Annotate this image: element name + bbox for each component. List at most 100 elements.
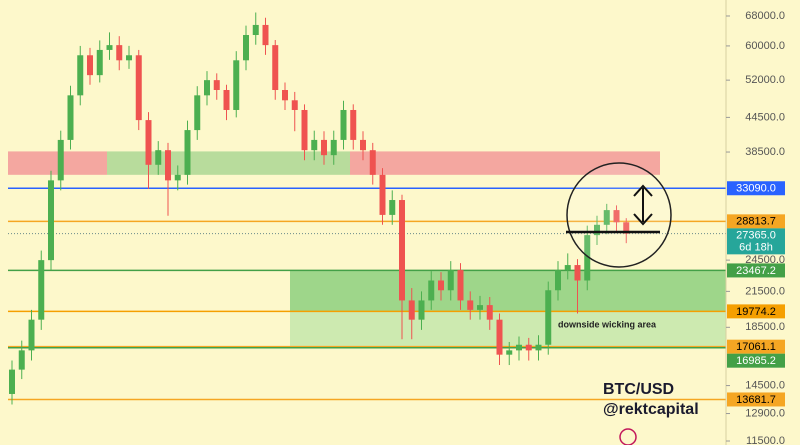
- level-label: 28813.7: [736, 216, 776, 228]
- candle-body: [360, 139, 366, 151]
- y-tick-label: 68000.0: [745, 10, 785, 22]
- candle-body: [9, 369, 15, 394]
- candle-body: [438, 280, 444, 291]
- candle-body: [486, 305, 493, 320]
- level-label-box: [727, 263, 785, 278]
- level-label: 16985.2: [736, 355, 776, 367]
- candle-body: [516, 344, 522, 351]
- candle-body: [555, 270, 561, 291]
- arrow-heads: [633, 184, 653, 226]
- candle-body: [233, 60, 240, 110]
- candle-body: [613, 210, 620, 223]
- level-label: 19774.2: [736, 306, 776, 318]
- level-label-box: [727, 181, 785, 196]
- candle-body: [311, 139, 318, 151]
- candle-body: [408, 300, 415, 320]
- candle-body: [369, 150, 376, 175]
- candle-body: [330, 139, 337, 156]
- highlight-circle: [566, 162, 672, 268]
- candle-body: [496, 319, 503, 355]
- candle-body: [126, 55, 132, 61]
- candle-body: [106, 45, 113, 50]
- candle-body: [155, 150, 162, 165]
- candle-body: [194, 95, 201, 131]
- y-tick-label: 38500.0: [745, 146, 785, 158]
- candle-body: [28, 319, 35, 351]
- candle-body: [174, 174, 181, 181]
- level-label-box: [727, 304, 785, 319]
- y-tick-label: 24500.0: [745, 254, 785, 266]
- y-tick-label: 44500.0: [745, 111, 785, 123]
- candle-body: [165, 150, 171, 181]
- candle-body: [477, 305, 483, 310]
- candle-body: [574, 265, 581, 281]
- level-label: 33090.0: [736, 183, 776, 195]
- candle-body: [184, 130, 191, 175]
- candle-body: [301, 109, 308, 151]
- candle-body: [77, 55, 84, 96]
- level-label-box: [727, 228, 785, 255]
- level-label: 27365.0: [736, 230, 776, 242]
- candle-body: [67, 95, 74, 140]
- candle-body: [213, 80, 220, 91]
- candle-body: [291, 100, 298, 110]
- candle-body: [535, 344, 542, 351]
- y-tick-label: 18500.0: [745, 321, 785, 333]
- zone: [107, 151, 350, 175]
- candle-body: [623, 222, 630, 234]
- y-tick-label: 21500.0: [745, 285, 785, 297]
- candle-body: [467, 300, 474, 310]
- candle-body: [135, 55, 142, 121]
- candle-body: [223, 90, 230, 110]
- zone: [8, 151, 107, 175]
- candle-body: [96, 49, 103, 76]
- candle-body: [428, 280, 435, 301]
- candle-body: [350, 109, 357, 140]
- candle-body: [18, 350, 25, 370]
- level-label: 17061.1: [736, 341, 776, 353]
- candle-body: [564, 265, 571, 271]
- y-tick-label: 52000.0: [745, 74, 785, 86]
- candle-body: [399, 200, 405, 301]
- candle-body: [262, 24, 269, 46]
- candle-body: [389, 200, 396, 215]
- candle-body: [145, 120, 152, 165]
- candle-body: [204, 80, 210, 96]
- candle-body: [584, 235, 591, 281]
- zone: [290, 270, 726, 312]
- candle-body: [340, 109, 347, 140]
- candle-body: [57, 139, 64, 181]
- candle-body: [321, 139, 327, 156]
- chart-title: BTC/USD: [603, 381, 674, 398]
- candle-body: [38, 260, 45, 320]
- candle-body: [594, 224, 600, 236]
- level-label-box: [727, 339, 785, 354]
- candle-body: [545, 290, 552, 345]
- candle-body: [116, 45, 123, 61]
- candle-body: [447, 270, 454, 291]
- level-label-box: [727, 214, 785, 229]
- candle-body: [457, 270, 464, 301]
- candle-body: [506, 350, 513, 355]
- candle-body: [379, 174, 386, 215]
- y-tick-label: 14500.0: [745, 379, 785, 391]
- y-tick-label: 60000.0: [745, 40, 785, 52]
- candle-body: [243, 35, 249, 61]
- logo: [619, 428, 637, 445]
- annotation: downside wicking area: [558, 319, 657, 329]
- zone: [350, 151, 660, 175]
- y-tick-label: 11500.0: [746, 435, 785, 445]
- level-label-box: [727, 353, 785, 368]
- level-label-box: [727, 392, 785, 407]
- candle-body: [48, 180, 54, 261]
- candle-body: [87, 55, 93, 76]
- candle-body: [603, 210, 610, 225]
- candle-body: [525, 344, 532, 351]
- candle-body: [272, 45, 279, 91]
- level-sublabel: 6d 18h: [739, 242, 773, 254]
- chart-subtitle: @rektcapital: [603, 401, 699, 418]
- candle-body: [252, 24, 259, 36]
- level-label: 23467.2: [736, 265, 776, 277]
